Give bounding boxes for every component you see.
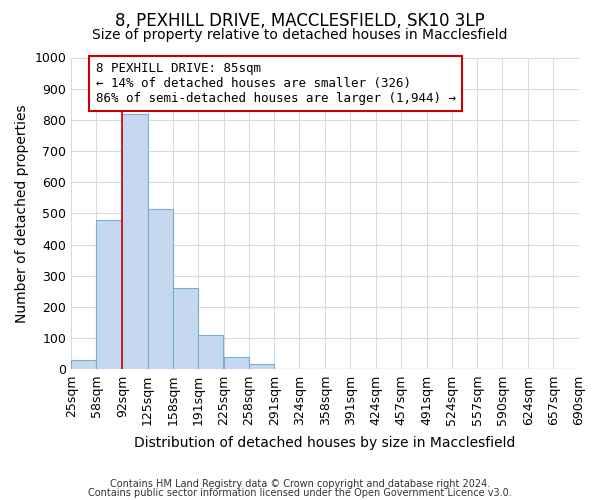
Y-axis label: Number of detached properties: Number of detached properties	[15, 104, 29, 323]
Bar	[97, 220, 122, 370]
Bar	[148, 209, 173, 370]
Text: 8 PEXHILL DRIVE: 85sqm
← 14% of detached houses are smaller (326)
86% of semi-de: 8 PEXHILL DRIVE: 85sqm ← 14% of detached…	[95, 62, 455, 105]
Text: Contains public sector information licensed under the Open Government Licence v3: Contains public sector information licen…	[88, 488, 512, 498]
Text: 8, PEXHILL DRIVE, MACCLESFIELD, SK10 3LP: 8, PEXHILL DRIVE, MACCLESFIELD, SK10 3LP	[115, 12, 485, 30]
Bar	[122, 114, 148, 370]
Text: Contains HM Land Registry data © Crown copyright and database right 2024.: Contains HM Land Registry data © Crown c…	[110, 479, 490, 489]
Text: Size of property relative to detached houses in Macclesfield: Size of property relative to detached ho…	[92, 28, 508, 42]
Bar	[198, 335, 223, 370]
Bar	[224, 357, 249, 370]
Bar	[71, 360, 97, 370]
X-axis label: Distribution of detached houses by size in Macclesfield: Distribution of detached houses by size …	[134, 436, 515, 450]
Bar	[249, 364, 274, 370]
Bar	[173, 288, 198, 370]
